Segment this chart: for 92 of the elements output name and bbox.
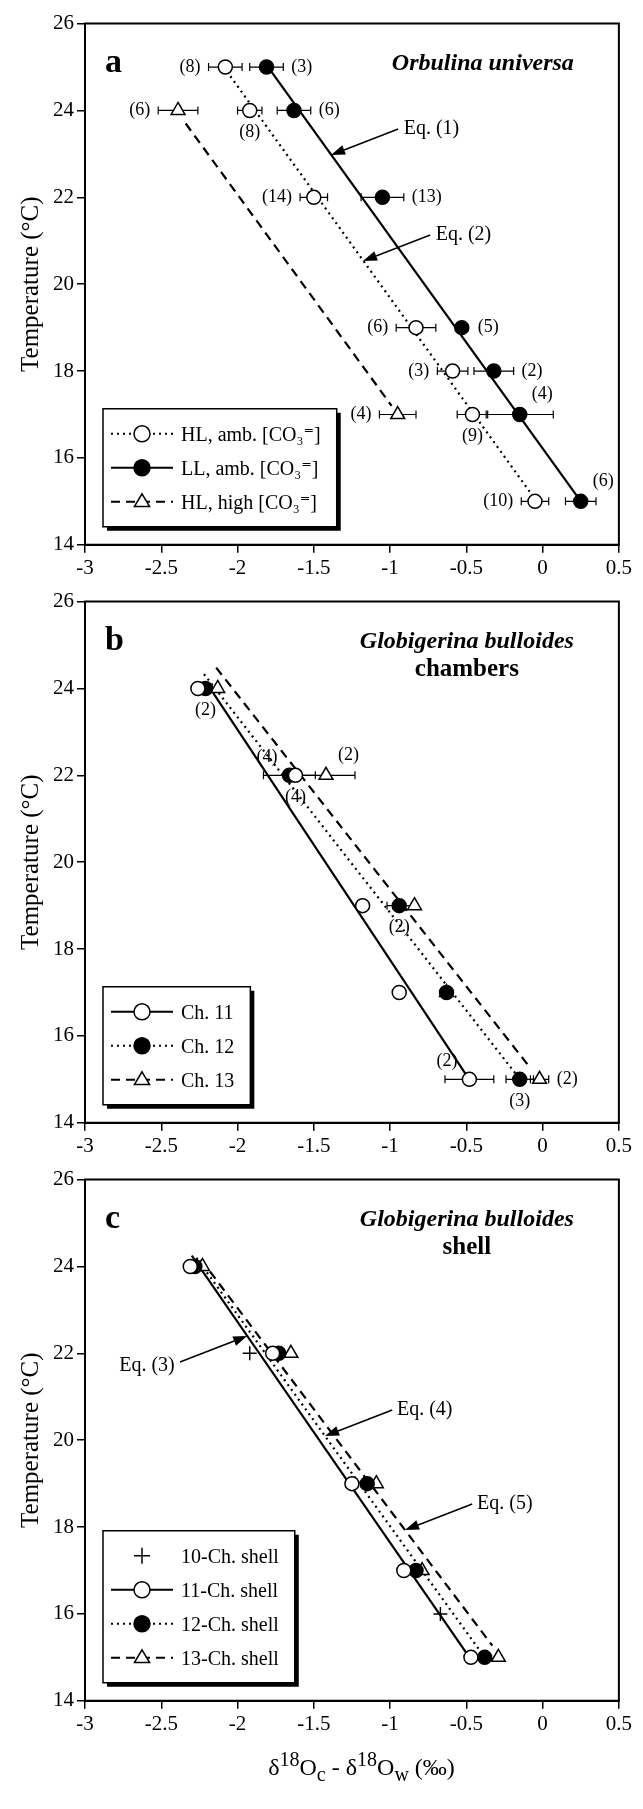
x-tick-label: -1 (381, 1710, 399, 1735)
annotation: (6) (129, 99, 151, 121)
text: Globigerina bulloides shell (359, 1204, 574, 1259)
x-tick-label: -1.5 (297, 1132, 331, 1157)
legend-label: LL, amb. [CO₃⁼] (181, 457, 319, 480)
x-tick-label: -1.5 (297, 1710, 331, 1735)
annotation: (6) (367, 316, 389, 338)
annotation: (4) (350, 403, 372, 425)
x-tick-label: -1 (381, 1132, 399, 1157)
x-tick-label: -2 (228, 1132, 247, 1157)
text: Globigerina bulloides chambers (359, 626, 574, 681)
annotation: (3) (509, 1090, 531, 1112)
x-tick-label: 0 (537, 554, 548, 579)
x-tick-label: -0.5 (449, 1132, 483, 1157)
x-tick-label: -2 (228, 554, 247, 579)
y-tick-label: 16 (53, 444, 74, 469)
annotation: (8) (239, 121, 261, 143)
y-tick-label: 22 (53, 761, 74, 786)
x-tick-label: -0.5 (449, 554, 483, 579)
annotation: Eq. (5) (477, 1489, 533, 1514)
annotation: (2) (388, 916, 410, 938)
y-tick-label: 24 (53, 674, 75, 699)
x-tick-label: 0.5 (605, 1132, 632, 1157)
y-tick-label: 20 (53, 270, 74, 295)
y-tick-label: 26 (53, 588, 74, 613)
x-tick-label: 0.5 (605, 554, 632, 579)
annotation: Eq. (4) (396, 1395, 453, 1420)
y-tick-label: 20 (53, 848, 74, 873)
y-tick-label: 24 (53, 1252, 75, 1277)
text: c (105, 1197, 121, 1235)
text: a (105, 41, 122, 79)
y-tick-label: 14 (53, 1109, 75, 1134)
x-tick-label: -1 (381, 554, 399, 579)
y-tick-label: 22 (53, 1339, 74, 1364)
y-tick-label: 20 (53, 1426, 74, 1451)
legend-label: Ch. 13 (181, 1069, 235, 1092)
annotation: (13) (411, 186, 442, 208)
annotation: Eq. (2) (435, 220, 492, 245)
y-axis-title: Temperature (°C) (15, 774, 44, 950)
annotation: (14) (262, 186, 293, 208)
x-tick-label: -2 (228, 1710, 247, 1735)
y-tick-label: 26 (53, 1166, 74, 1191)
y-axis-title: Temperature (°C) (15, 1352, 44, 1528)
annotation: (10) (483, 490, 514, 512)
x-tick-label: -2.5 (144, 1710, 178, 1735)
annotation: (3) (291, 55, 313, 77)
annotation: Eq. (1) (403, 115, 460, 140)
annotation: (8) (179, 55, 201, 77)
x-tick-label: -3 (76, 554, 94, 579)
annotation: (3) (408, 359, 430, 381)
y-tick-label: 16 (53, 1022, 74, 1047)
annotation: (4) (531, 383, 553, 405)
annotation: Eq. (3) (119, 1351, 175, 1376)
y-tick-label: 14 (53, 1687, 75, 1712)
annotation: (4) (285, 786, 306, 808)
x-tick-label: -3 (76, 1132, 94, 1157)
annotation: (2) (195, 699, 216, 721)
x-tick-label: 0 (537, 1710, 548, 1735)
y-tick-label: 18 (53, 935, 74, 960)
y-tick-label: 22 (53, 183, 74, 208)
legend-label: 12-Ch. shell (181, 1613, 280, 1636)
y-tick-label: 18 (53, 1513, 74, 1538)
x-tick-label: -3 (76, 1710, 94, 1735)
legend-label: 11-Ch. shell (181, 1579, 279, 1602)
annotation: (9) (461, 425, 483, 447)
x-tick-label: -1.5 (297, 554, 331, 579)
y-tick-label: 24 (53, 96, 75, 121)
x-tick-label: 0 (537, 1132, 548, 1157)
annotation: (2) (338, 744, 359, 766)
legend-label: 13-Ch. shell (181, 1647, 280, 1670)
y-tick-label: 14 (53, 531, 75, 556)
annotation: (6) (318, 99, 340, 121)
y-tick-label: 18 (53, 357, 74, 382)
text: δ$^{18}$O$_{c}$ - δ$^{18}$O$_{w}$ (‰) (268, 1748, 455, 1785)
text: Orbulina universa (391, 48, 574, 75)
annotation: (6) (592, 470, 614, 492)
x-tick-label: 0.5 (605, 1710, 632, 1735)
legend-label: HL, high [CO₃⁼] (181, 491, 317, 515)
legend-label: Ch. 12 (181, 1035, 235, 1058)
y-tick-label: 26 (53, 10, 74, 35)
annotation: (2) (521, 359, 543, 381)
y-tick-label: 16 (53, 1600, 74, 1625)
legend-label: Ch. 11 (181, 1001, 234, 1024)
legend-label: 10-Ch. shell (181, 1545, 280, 1568)
y-axis-title: Temperature (°C) (15, 196, 44, 372)
annotation: (2) (556, 1068, 578, 1090)
x-tick-label: -2.5 (144, 554, 178, 579)
text: b (105, 619, 124, 657)
x-tick-label: -0.5 (449, 1710, 483, 1735)
x-tick-label: -2.5 (144, 1132, 178, 1157)
legend-label: HL, amb. [CO₃⁼] (181, 423, 321, 446)
annotation: (5) (477, 316, 499, 338)
